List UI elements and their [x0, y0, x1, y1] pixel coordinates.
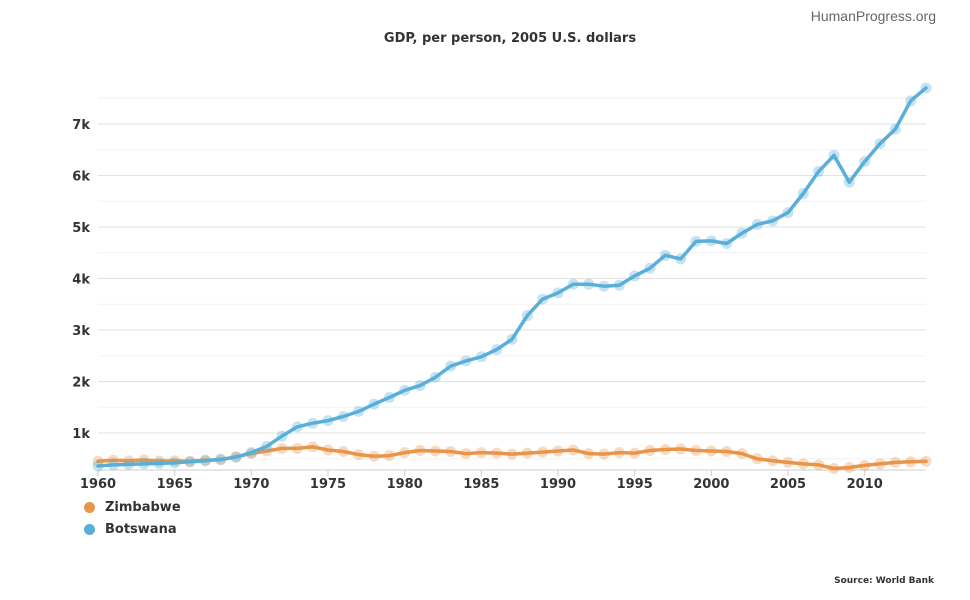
source-credit[interactable]: HumanProgress.org	[810, 8, 936, 24]
x-tick-label: 1960	[80, 477, 116, 492]
x-tick-label: 1995	[617, 477, 653, 492]
x-tick-label: 1990	[540, 477, 576, 492]
y-tick-label: 2k	[72, 376, 90, 391]
x-tick-label: 2005	[770, 477, 806, 492]
x-tick-label: 1980	[387, 477, 423, 492]
x-tick-label: 1975	[310, 477, 346, 492]
series-botswana	[92, 82, 932, 472]
y-tick-label: 4k	[72, 273, 90, 288]
legend-item-botswana[interactable]: Botswana	[84, 518, 181, 540]
legend: Zimbabwe Botswana	[84, 496, 181, 540]
legend-item-zimbabwe[interactable]: Zimbabwe	[84, 496, 181, 518]
y-tick-label: 3k	[72, 324, 90, 339]
x-axis-ticks: 1960 1965 1970 1975 1980 1985 1990 1995 2000 2005…	[80, 469, 926, 492]
x-tick-label: 2000	[693, 477, 729, 492]
series-layer	[92, 82, 932, 475]
y-tick-label: 1k	[72, 427, 90, 442]
legend-marker-botswana	[84, 523, 95, 535]
x-tick-label: 1965	[157, 477, 193, 492]
source-note: Source: World Bank	[834, 576, 934, 586]
x-tick-label: 2010	[847, 477, 883, 492]
y-tick-label: 6k	[72, 170, 90, 185]
legend-label-zimbabwe: Zimbabwe	[105, 499, 181, 515]
y-axis-ticks: 1k 2k 3k 4k 5k 6k 7k	[72, 118, 90, 442]
y-tick-label: 7k	[72, 118, 90, 133]
series-line-botswana	[96, 86, 928, 468]
chart-title: GDP, per person, 2005 U.S. dollars	[383, 31, 637, 46]
legend-marker-zimbabwe	[84, 501, 95, 513]
grid-lines	[98, 97, 926, 460]
x-tick-label: 1985	[463, 477, 499, 492]
y-tick-label: 5k	[72, 221, 90, 236]
legend-label-botswana: Botswana	[105, 521, 177, 537]
x-tick-label: 1970	[233, 477, 269, 492]
